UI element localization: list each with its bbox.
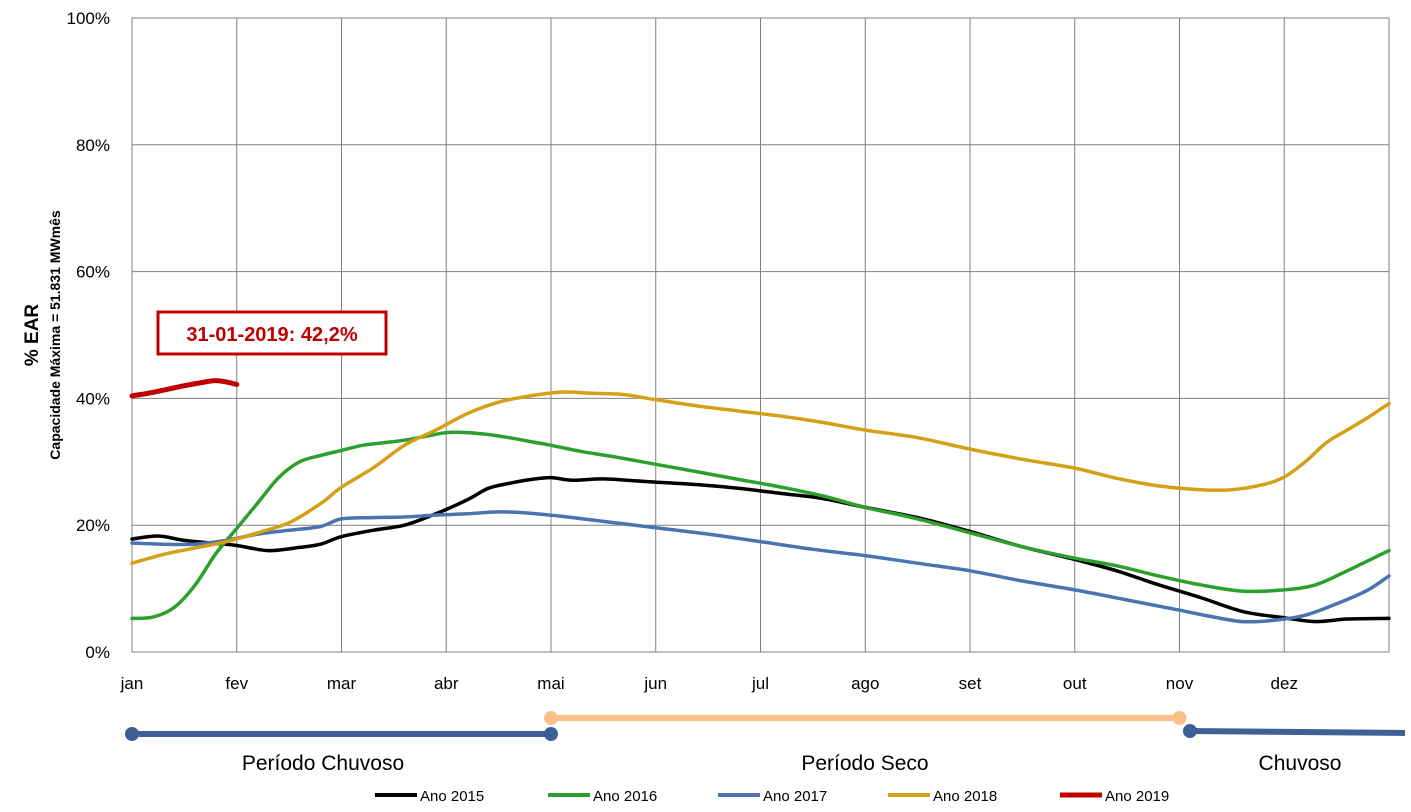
annotation-text: 31-01-2019: 42,2% — [186, 324, 357, 346]
legend: Ano 2015 Ano 2016 Ano 2017 Ano 2018 Ano 2019 — [375, 788, 1169, 805]
period-end-marker — [544, 727, 558, 741]
y-axis-label: % EAR — [22, 304, 43, 367]
y-tick-labels: 0% 20% 40% 60% 80% 100% — [67, 9, 110, 662]
x-tick-label: out — [1063, 674, 1087, 693]
legend-label: Ano 2018 — [933, 788, 997, 805]
x-tick-label: jul — [751, 674, 769, 693]
y-tick-label: 40% — [76, 389, 110, 408]
period-bar — [1189, 728, 1406, 736]
y-tick-label: 60% — [76, 263, 110, 282]
period-label: Período Chuvoso — [242, 752, 404, 775]
period-label: Período Seco — [801, 752, 928, 775]
x-tick-label: dez — [1271, 674, 1298, 693]
x-tick-labels: jan fev mar abr mai jun jul ago set out nov dez — [120, 674, 1298, 693]
legend-label: Ano 2017 — [763, 788, 827, 805]
y-axis-title: % EAR Capacidade Máxima = 51.831 MWmês — [22, 210, 63, 460]
series-line-ano-2016 — [130, 430, 1391, 621]
x-tick-label: nov — [1166, 674, 1194, 693]
y-tick-label: 100% — [67, 9, 110, 28]
period-label: Chuvoso — [1259, 752, 1342, 775]
x-tick-label: abr — [434, 674, 459, 693]
period-bars: Período Chuvoso Período Seco Chuvoso — [125, 711, 1406, 775]
series-line-ano-2018 — [130, 390, 1391, 565]
legend-label: Ano 2019 — [1105, 788, 1169, 805]
annotation-box: 31-01-2019: 42,2% — [156, 310, 388, 356]
period-start-marker — [125, 727, 139, 741]
legend-label: Ano 2015 — [420, 788, 484, 805]
x-tick-label: set — [959, 674, 982, 693]
x-tick-label: mai — [537, 674, 564, 693]
period-start-marker — [1182, 724, 1197, 738]
x-tick-label: jan — [120, 674, 144, 693]
legend-label: Ano 2016 — [593, 788, 657, 805]
annotation-frame — [156, 310, 388, 356]
y-axis-sublabel: Capacidade Máxima = 51.831 MWmês — [47, 210, 63, 460]
x-tick-label: jun — [643, 674, 667, 693]
series-line-ano-2019 — [129, 378, 240, 399]
period-end-marker — [1172, 711, 1187, 725]
y-tick-label: 20% — [76, 516, 110, 535]
y-tick-label: 80% — [76, 136, 110, 155]
x-tick-label: fev — [225, 674, 248, 693]
series-line-ano-2017 — [130, 510, 1391, 624]
period-start-marker — [544, 711, 558, 725]
series-lines — [129, 378, 1391, 624]
x-tick-label: mar — [327, 674, 357, 693]
series-line-ano-2015 — [130, 475, 1391, 624]
x-tick-label: ago — [851, 674, 879, 693]
y-tick-label: 0% — [85, 643, 110, 662]
